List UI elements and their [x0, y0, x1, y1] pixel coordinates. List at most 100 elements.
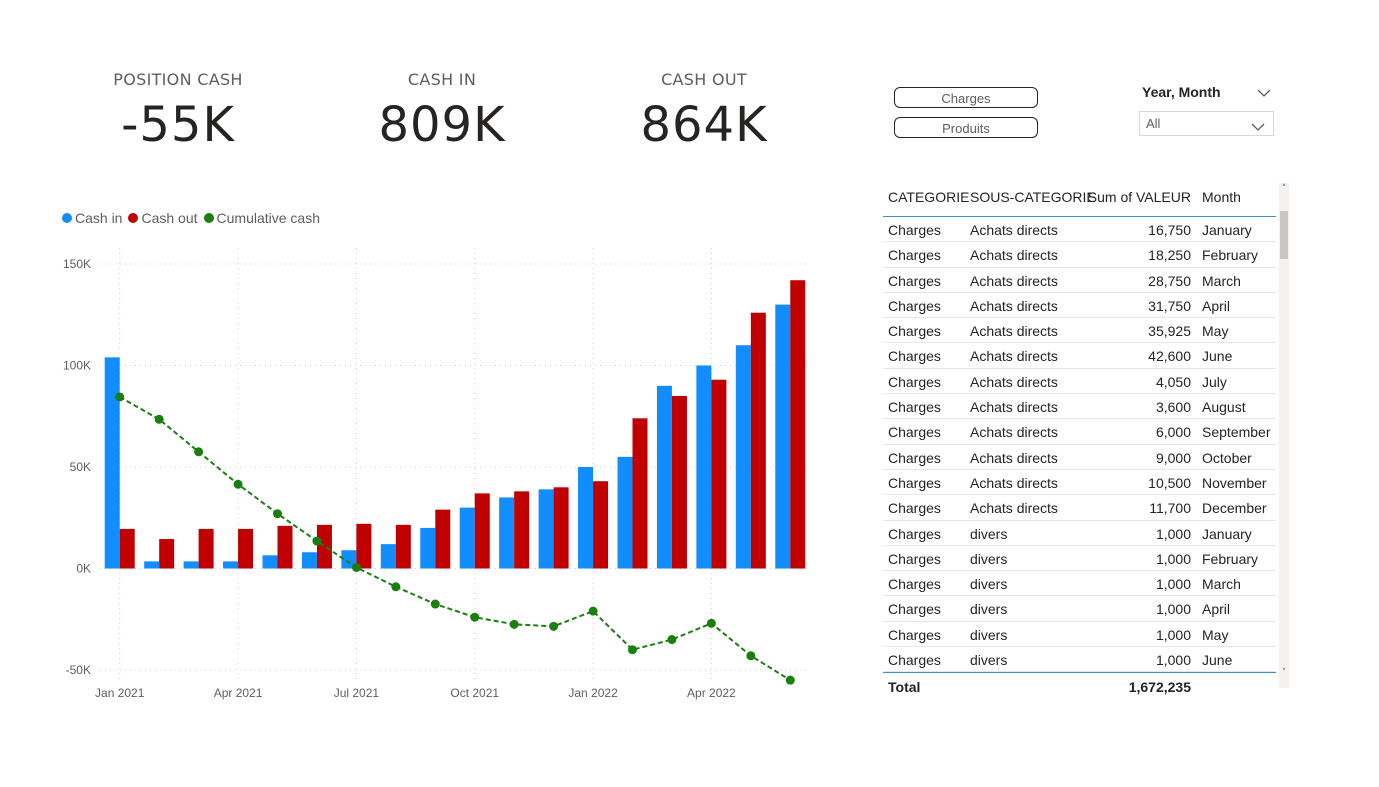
bar-cash-out: [671, 395, 687, 569]
bar-cash-in: [696, 365, 712, 569]
cell-month: February: [1202, 550, 1259, 567]
column-header-sous-categorie[interactable]: SOUS-CATEGORIE: [970, 189, 1096, 205]
point-cumulative-cash: [785, 675, 795, 685]
chevron-down-icon[interactable]: [1257, 84, 1271, 103]
table-row[interactable]: Charges Achats directs 16,750 January: [883, 217, 1276, 243]
table-row[interactable]: Charges divers 1,000 January: [883, 521, 1276, 546]
table-row[interactable]: Charges divers 1,000 June: [883, 647, 1276, 673]
table-row[interactable]: Charges divers 1,000 March: [883, 571, 1276, 597]
scrollbar-thumb[interactable]: [1280, 211, 1288, 259]
cell-categorie: Charges: [888, 449, 941, 466]
cell-sum-valeur: 28,750: [1148, 272, 1191, 289]
bar-cash-in: [301, 552, 317, 569]
column-header-categorie[interactable]: CATEGORIE: [888, 189, 970, 205]
column-header-month[interactable]: Month: [1202, 189, 1241, 205]
x-tick-label: Jan 2021: [95, 686, 145, 700]
bar-cash-in: [420, 527, 436, 569]
cell-categorie: Charges: [888, 373, 941, 390]
kpi-cash-in: CASH IN 809K: [342, 70, 542, 153]
cell-sum-valeur: 11,700: [1149, 500, 1191, 517]
data-table: CATEGORIE SOUS-CATEGORIE Sum of VALEUR M…: [883, 183, 1290, 700]
cell-sous-categorie: Achats directs: [970, 373, 1058, 390]
cell-categorie: Charges: [888, 348, 941, 365]
table-row[interactable]: Charges Achats directs 3,600 August: [883, 394, 1276, 420]
bar-cash-in: [617, 456, 633, 569]
bar-cash-in: [656, 385, 672, 569]
bar-cash-in: [183, 561, 199, 569]
bar-cash-out: [435, 509, 451, 569]
cell-month: December: [1202, 500, 1267, 517]
bar-cash-out: [474, 493, 490, 569]
cell-sous-categorie: Achats directs: [970, 323, 1058, 340]
kpi-cash-out: CASH OUT 864K: [604, 70, 804, 153]
legend-item-cash-in[interactable]: Cash in: [62, 210, 122, 226]
scroll-up-icon[interactable]: ˄: [1281, 184, 1287, 194]
legend-item-cumulative-cash[interactable]: Cumulative cash: [203, 210, 320, 226]
cell-month: February: [1202, 247, 1259, 264]
legend-label: Cash out: [141, 210, 198, 226]
cell-sous-categorie: Achats directs: [970, 449, 1058, 466]
table-row[interactable]: Charges Achats directs 9,000 October: [883, 445, 1276, 470]
table-row[interactable]: Charges Achats directs 6,000 September: [883, 419, 1276, 445]
table-row[interactable]: Charges divers 1,000 February: [883, 546, 1276, 572]
cash-combo-chart: 150K 100K 50K 0K -50K Jan 2021 Apr 2021 Jul 202…: [63, 248, 810, 700]
cell-sum-valeur: 31,750: [1148, 297, 1191, 314]
x-tick-label: Apr 2021: [214, 686, 263, 700]
y-tick-label: 100K: [63, 359, 91, 373]
bar-cash-out: [198, 528, 214, 569]
table-row[interactable]: Charges Achats directs 35,925 May: [883, 318, 1276, 344]
cell-categorie: Charges: [888, 550, 941, 567]
table-row[interactable]: Charges Achats directs 18,250 February: [883, 242, 1276, 268]
cell-sum-valeur: 35,925: [1148, 323, 1191, 340]
table-body: Charges Achats directs 16,750 January Charge…: [883, 217, 1276, 673]
point-cumulative-cash: [470, 612, 480, 622]
bar-cash-out: [119, 528, 135, 569]
slicer-button-charges[interactable]: Charges: [894, 87, 1038, 108]
chevron-down-icon: [1251, 118, 1265, 137]
cell-categorie: Charges: [888, 297, 941, 314]
table-row[interactable]: Charges Achats directs 42,600 June: [883, 343, 1276, 369]
table-row[interactable]: Charges Achats directs 4,050 July: [883, 369, 1276, 395]
column-header-sum-valeur[interactable]: Sum of VALEUR: [1087, 189, 1191, 205]
point-cumulative-cash: [115, 392, 125, 402]
bar-cash-in: [459, 507, 475, 569]
table-row[interactable]: Charges divers 1,000 April: [883, 596, 1276, 622]
cell-categorie: Charges: [888, 601, 941, 618]
cell-sous-categorie: divers: [970, 601, 1008, 618]
cell-month: April: [1202, 601, 1231, 618]
kpi-value: 809K: [378, 97, 506, 153]
table-scrollbar[interactable]: ˄ ˅: [1279, 183, 1289, 688]
cell-sum-valeur: 9,000: [1155, 449, 1191, 466]
cell-categorie: Charges: [888, 576, 941, 593]
point-cumulative-cash: [391, 582, 401, 592]
kpi-label: CASH OUT: [661, 70, 747, 89]
bar-cash-out: [632, 418, 648, 569]
year-month-dropdown[interactable]: All: [1139, 111, 1274, 136]
scroll-down-icon[interactable]: ˅: [1281, 668, 1287, 678]
chart-legend: Cash in Cash out Cumulative cash: [62, 210, 320, 226]
slicer-button-produits[interactable]: Produits: [894, 117, 1038, 138]
table-row[interactable]: Charges Achats directs 10,500 November: [883, 470, 1276, 496]
cell-sous-categorie: divers: [970, 626, 1008, 643]
legend-dot-icon: [62, 213, 72, 223]
bar-cash-in: [499, 497, 515, 569]
table-row[interactable]: Charges Achats directs 28,750 March: [883, 268, 1276, 293]
point-cumulative-cash: [194, 447, 204, 457]
x-tick-label: Oct 2021: [450, 686, 499, 700]
bar-cash-in: [341, 550, 357, 569]
cell-month: May: [1202, 626, 1229, 643]
bar-cash-out: [711, 379, 727, 569]
bar-cash-in: [262, 555, 278, 569]
total-value: 1,672,235: [1128, 679, 1191, 695]
legend-item-cash-out[interactable]: Cash out: [128, 210, 198, 226]
bar-cash-in: [223, 561, 239, 569]
x-tick-label: Jan 2022: [568, 686, 618, 700]
y-tick-label: 150K: [63, 257, 91, 271]
cell-sous-categorie: Achats directs: [970, 399, 1058, 416]
cell-sum-valeur: 1,000: [1155, 652, 1191, 669]
table-row[interactable]: Charges Achats directs 31,750 April: [883, 293, 1276, 319]
point-cumulative-cash: [351, 562, 361, 572]
table-row[interactable]: Charges divers 1,000 May: [883, 622, 1276, 648]
table-row[interactable]: Charges Achats directs 11,700 December: [883, 495, 1276, 521]
cell-month: July: [1202, 373, 1227, 390]
